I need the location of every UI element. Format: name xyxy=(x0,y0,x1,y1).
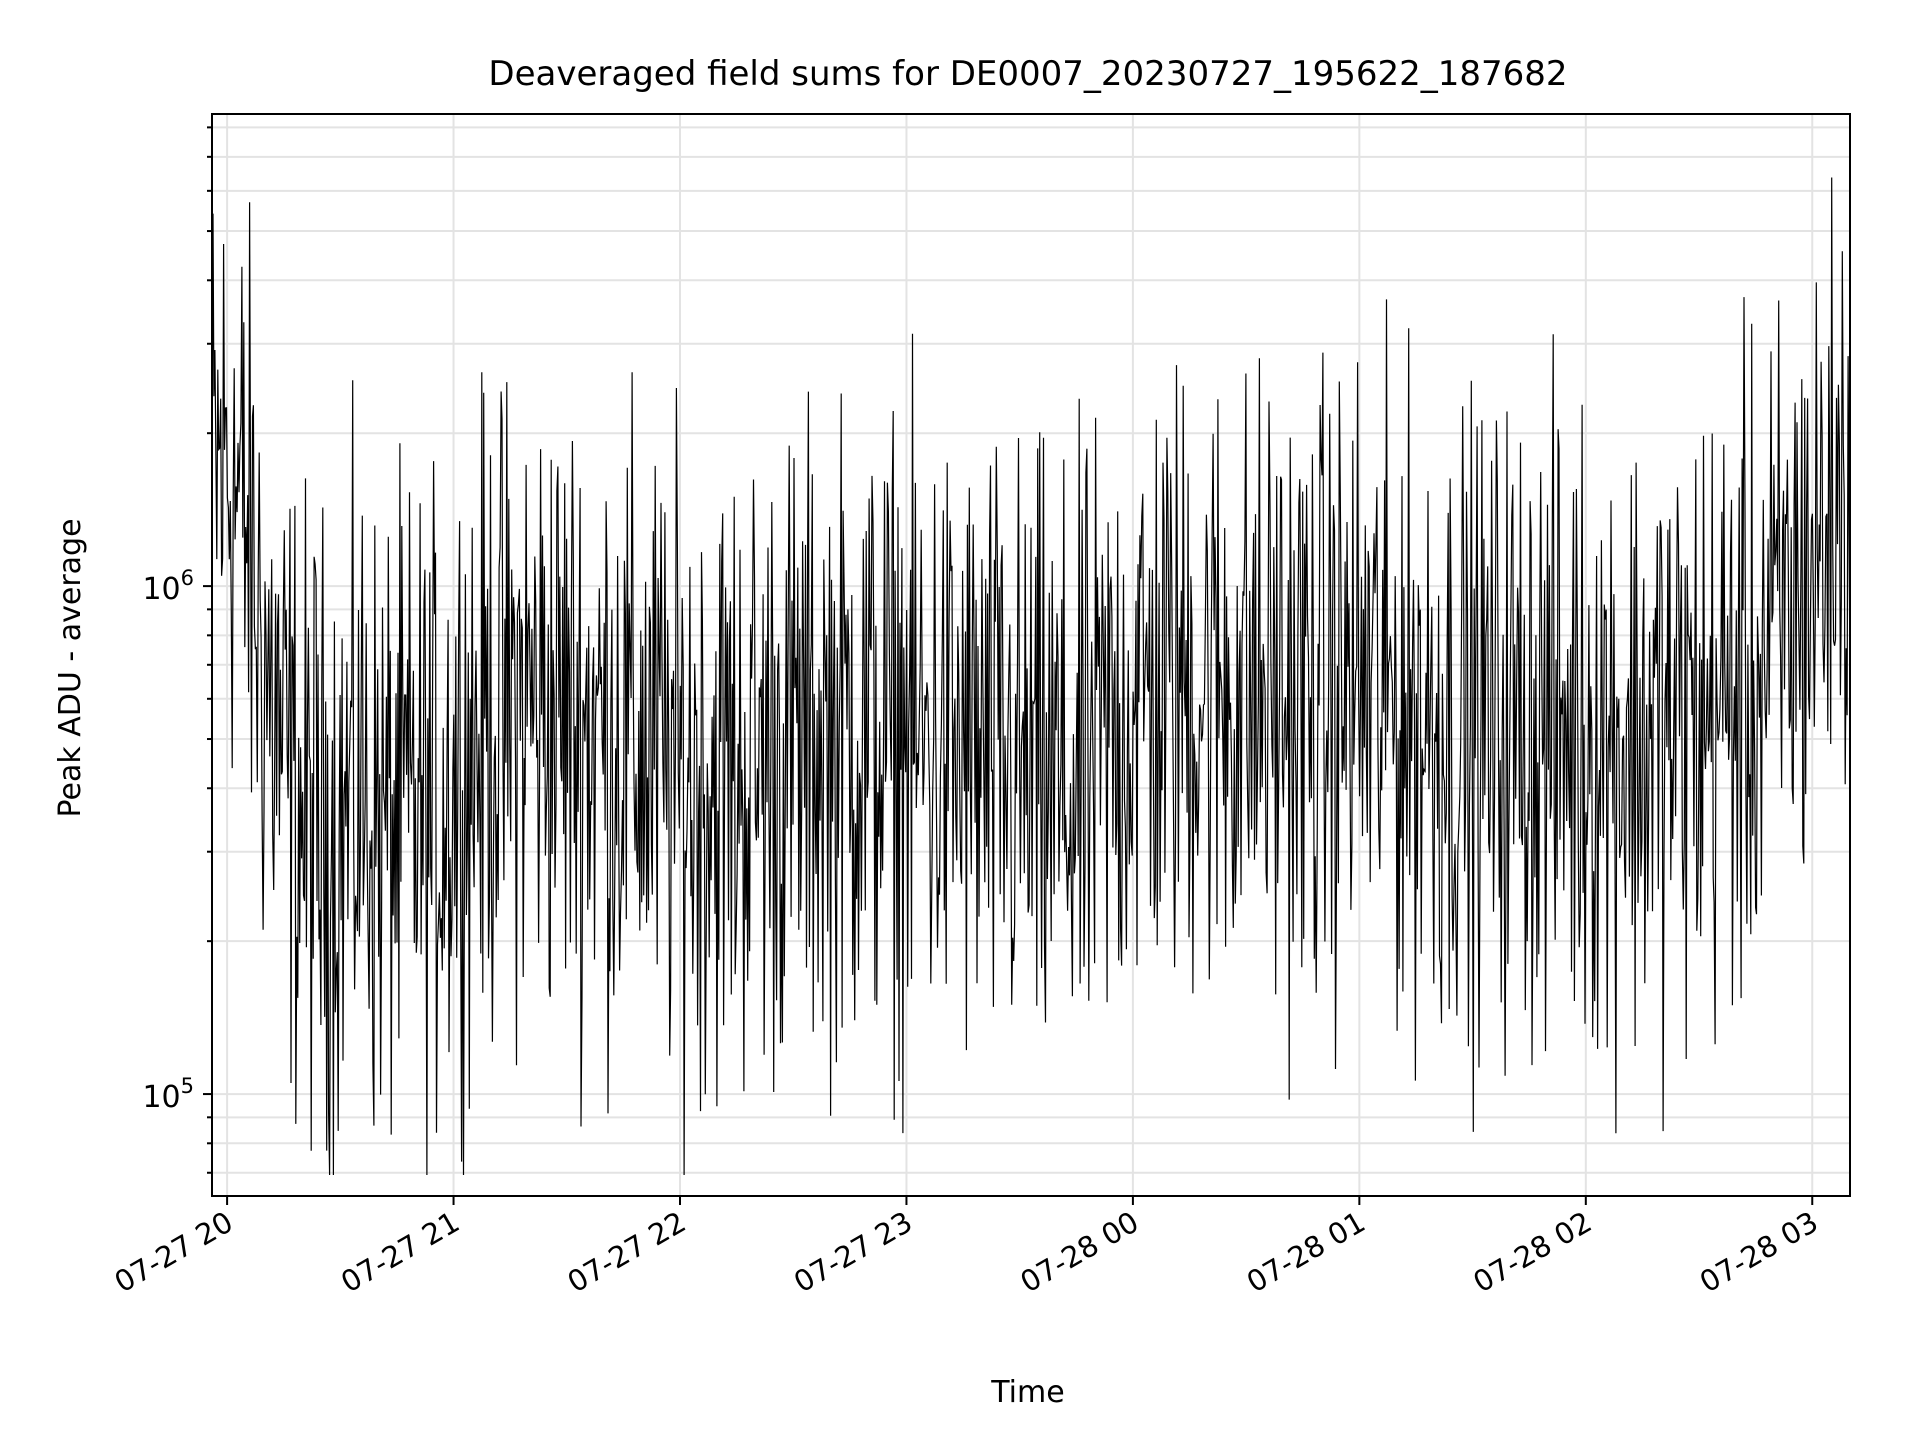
y-axis-label: Peak ADU - average xyxy=(53,518,88,817)
series-line xyxy=(212,177,1850,1176)
x-axis-label: Time xyxy=(990,1375,1064,1410)
y-tick-label: 106 xyxy=(142,566,194,607)
chart-title: Deaveraged field sums for DE0007_2023072… xyxy=(488,54,1567,94)
y-tick-label: 105 xyxy=(142,1074,194,1115)
series-group xyxy=(212,177,1850,1176)
plot-frame xyxy=(211,113,1851,1197)
